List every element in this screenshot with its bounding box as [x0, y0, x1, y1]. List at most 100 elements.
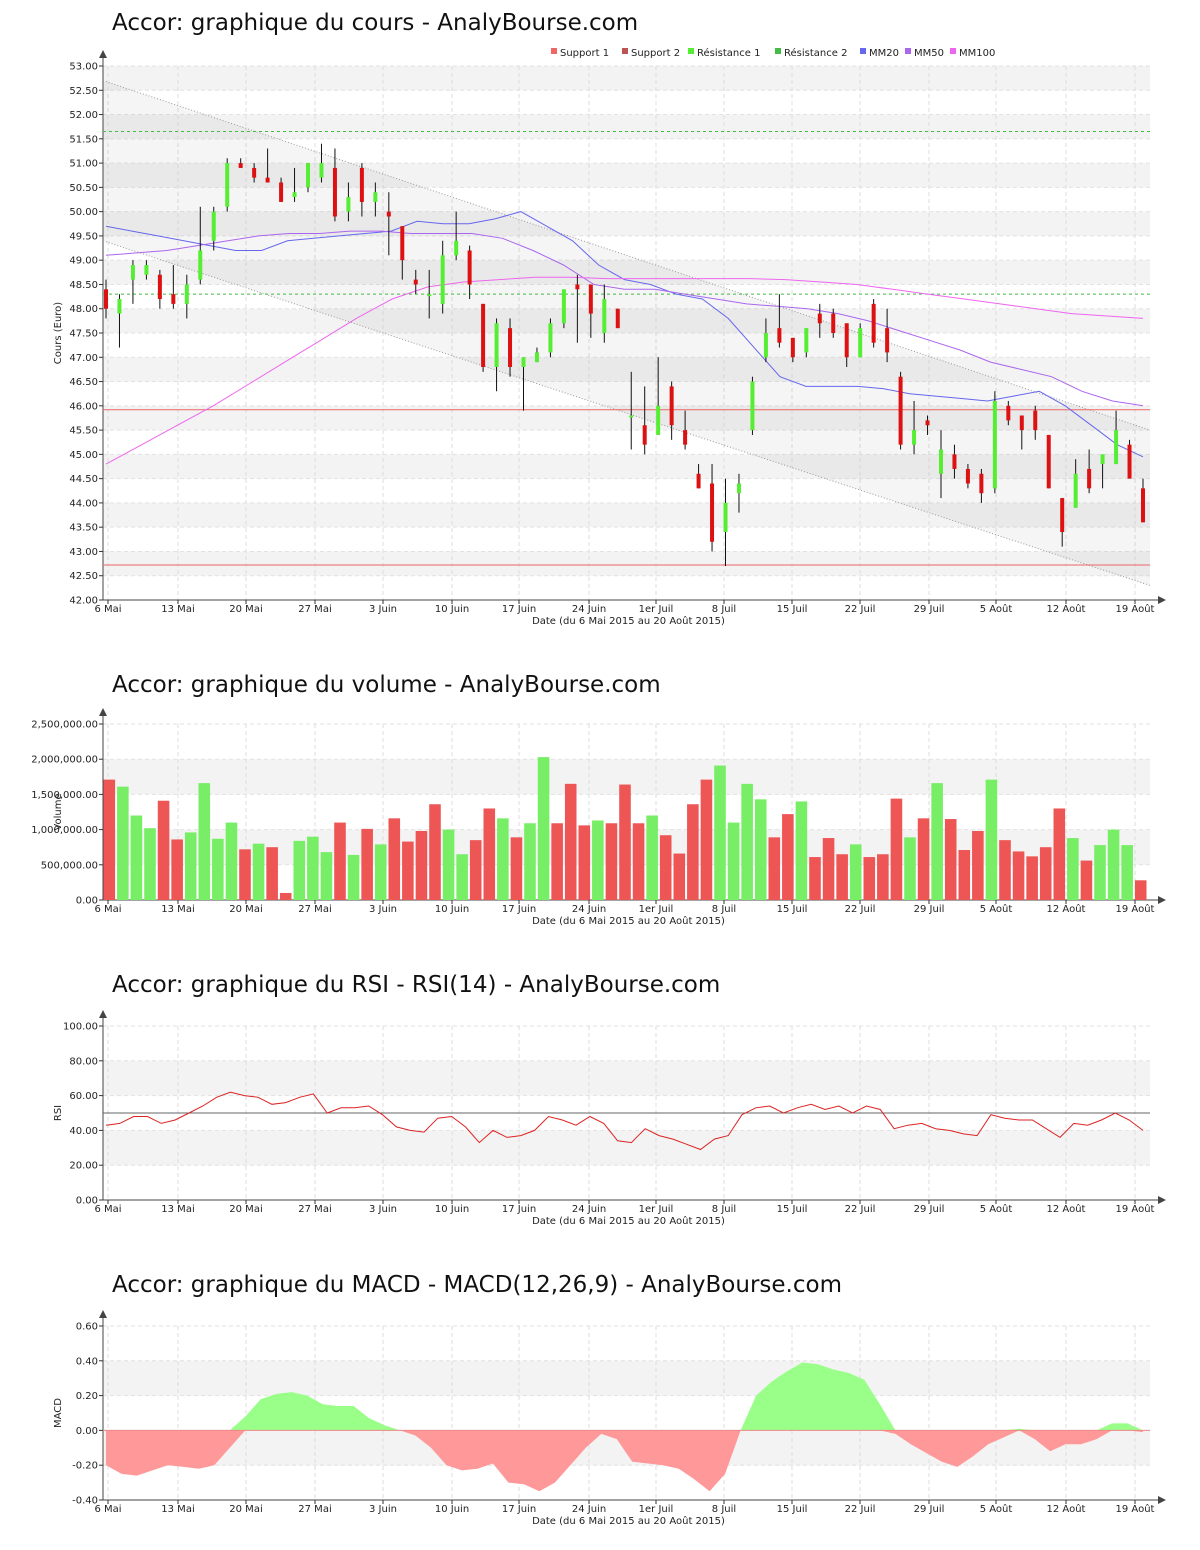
volume-bar [822, 838, 835, 900]
volume-bar [402, 841, 414, 900]
volume-bar [456, 854, 468, 900]
volume-chart-title: Accor: graphique du volume - AnalyBourse… [112, 672, 661, 698]
x-tick-label: 24 Juin [572, 1204, 606, 1215]
x-tick-label: 10 Juin [435, 1204, 469, 1215]
candle-body [669, 386, 674, 426]
x-tick-label: 3 Juin [369, 904, 397, 915]
x-tick-label: 13 Mai [161, 1504, 194, 1515]
legend-swatch [860, 48, 866, 54]
volume-bar [1067, 838, 1079, 900]
y-axis-arrow [99, 50, 107, 58]
x-tick-label: 20 Mai [229, 904, 262, 915]
y-tick-label: 80.00 [69, 1056, 98, 1067]
x-tick-label: 6 Mai [94, 604, 121, 615]
grid-band [103, 114, 1150, 139]
macd-panel: Accor: graphique du MACD - MACD(12,26,9)… [0, 1240, 1200, 1550]
y-tick-label: 51.00 [69, 159, 98, 170]
volume-bar [307, 836, 319, 900]
volume-bar [646, 815, 658, 900]
legend-swatch [905, 48, 911, 54]
y-axis-label: Volume [53, 793, 64, 830]
candle-body [723, 502, 728, 533]
candle-body [198, 250, 203, 280]
macd-negative-area [106, 1430, 1143, 1492]
candle-body [386, 211, 391, 217]
candle-body [696, 473, 701, 489]
candle-body [1060, 498, 1065, 533]
candle-body [508, 328, 513, 367]
y-tick-label: 20.00 [69, 1161, 98, 1172]
x-tick-label: 24 Juin [572, 904, 606, 915]
y-tick-label: 2,500,000.00 [31, 720, 98, 731]
candle-body [413, 279, 418, 285]
x-tick-label: 12 Août [1047, 903, 1086, 915]
x-tick-label: 19 Août [1116, 1503, 1155, 1515]
x-tick-label: 12 Août [1047, 1503, 1086, 1515]
x-tick-label: 8 Juil [712, 1504, 736, 1515]
candle-body [359, 167, 364, 202]
volume-bar [863, 857, 876, 900]
x-axis-caption: Date (du 6 Mai 2015 au 20 Août 2015) [532, 615, 725, 627]
x-tick-label: 29 Juil [914, 1504, 945, 1515]
y-tick-label: 0.00 [76, 1426, 98, 1437]
volume-bar [103, 779, 116, 900]
candle-body [400, 226, 405, 261]
y-tick-label: 46.00 [69, 401, 98, 412]
volume-bar [917, 818, 930, 900]
candle-body [130, 265, 135, 280]
y-tick-label: 46.50 [69, 377, 98, 388]
volume-bar [212, 838, 224, 900]
x-tick-label: 1er Juil [639, 604, 674, 615]
candle-body [790, 337, 795, 358]
volume-bar [1094, 845, 1106, 900]
candle-body [279, 182, 284, 202]
mm20-line [105, 211, 1144, 458]
candle-body [1006, 405, 1011, 421]
x-tick-label: 13 Mai [161, 604, 194, 615]
x-tick-label: 6 Mai [94, 1504, 121, 1515]
volume-bar [388, 818, 401, 900]
candle-body [467, 250, 472, 285]
volume-bar [754, 799, 767, 900]
x-tick-label: 15 Juil [777, 904, 808, 915]
x-tick-label: 19 Août [1116, 903, 1155, 915]
y-tick-label: 43.00 [69, 547, 98, 558]
candle-body [871, 303, 876, 343]
x-tick-label: 1er Juil [639, 1504, 674, 1515]
volume-bar [714, 765, 726, 900]
x-tick-label: 15 Juil [777, 604, 808, 615]
y-tick-label: 1,500,000.00 [31, 790, 98, 801]
candle-body [642, 425, 647, 445]
x-tick-label: 29 Juil [914, 1204, 945, 1215]
candle-body [1114, 430, 1119, 465]
volume-bar [483, 808, 496, 900]
y-tick-label: 49.50 [69, 231, 98, 242]
volume-bar [144, 828, 156, 900]
x-tick-label: 24 Juin [572, 1504, 606, 1515]
legend-label: Résistance 1 [697, 47, 760, 59]
x-tick-label: 3 Juin [369, 1504, 397, 1515]
candle-body [252, 167, 257, 178]
x-tick-label: 15 Juil [777, 1504, 808, 1515]
candle-body [763, 333, 768, 358]
x-tick-label: 20 Mai [229, 1204, 262, 1215]
x-tick-label: 5 Août [980, 1503, 1013, 1515]
x-tick-label: 5 Août [980, 603, 1013, 615]
candle-body [683, 430, 688, 445]
x-tick-label: 6 Mai [94, 904, 121, 915]
volume-bar [497, 818, 509, 900]
candle-body [1100, 454, 1105, 465]
volume-bar [564, 783, 577, 900]
legend-label: MM100 [959, 48, 995, 59]
volume-bar [551, 823, 563, 900]
x-tick-label: 19 Août [1116, 603, 1155, 615]
legend-label: MM50 [914, 48, 944, 59]
volume-bar [1134, 880, 1147, 900]
volume-bar [578, 825, 591, 900]
x-tick-label: 17 Juin [502, 1204, 536, 1215]
x-tick-label: 6 Mai [94, 1204, 121, 1215]
grid-band [103, 308, 1150, 333]
candle-body [494, 323, 499, 367]
y-tick-label: 0.40 [76, 1356, 98, 1367]
x-tick-label: 10 Juin [435, 1504, 469, 1515]
